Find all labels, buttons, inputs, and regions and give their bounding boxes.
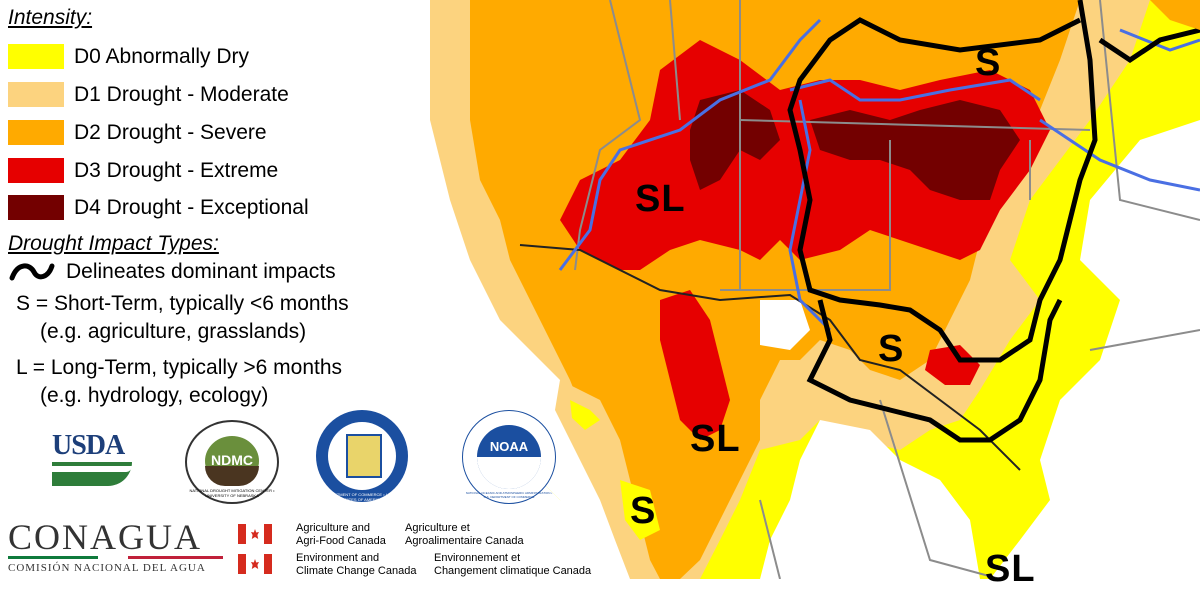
mexico-interior [760,420,980,579]
swatch-d4 [8,195,64,220]
legend-d2-label: D2 Drought - Severe [74,121,267,144]
commerce-ring-text: DEPARTMENT OF COMMERCE • UNITED STATES O… [323,492,401,502]
conagua-text: CONAGUA [8,517,202,557]
delineates-text: Delineates dominant impacts [66,260,336,283]
rivers [558,18,1200,332]
canada-env-en: Environment and Climate Change Canada [296,552,417,577]
impact-title: Drought Impact Types: [8,232,219,255]
intensity-title: Intensity: [8,6,93,29]
legend-d1-label: D1 Drought - Moderate [74,83,289,106]
usda-logo-text: USDA [52,430,125,461]
ndmc-ring-text: NATIONAL DROUGHT MITIGATION CENTER • UNI… [189,488,275,498]
long-term-text: L = Long-Term, typically >6 months [16,356,343,379]
long-term-eg-text: (e.g. hydrology, ecology) [40,384,269,407]
d4-region [690,90,780,190]
noaa-ring-text: NATIONAL OCEANIC AND ATMOSPHERIC ADMINIS… [465,491,553,499]
ndmc-seal: NDMC NATIONAL DROUGHT MITIGATION CENTER … [185,420,279,504]
map-label-s: S [630,490,657,532]
canada-agri-fr: Agriculture et Agroalimentaire Canada [405,522,524,547]
d3-region [560,40,1050,270]
swatch-d0 [8,44,64,69]
map-label-sl: SL [635,178,686,220]
swatch-d1 [8,82,64,107]
ndmc-text: NDMC [211,452,253,468]
short-term-eg-text: (e.g. agriculture, grasslands) [40,320,307,343]
map-label-s: S [975,42,1002,84]
noaa-seal: NOAA NATIONAL OCEANIC AND ATMOSPHERIC AD… [462,410,556,504]
canada-agri-en: Agriculture and Agri-Food Canada [296,522,386,547]
map-label-sl: SL [985,548,1036,590]
legend-d3-label: D3 Drought - Extreme [74,159,279,182]
commerce-seal: DEPARTMENT OF COMMERCE • UNITED STATES O… [316,410,408,502]
map-label-sl: SL [690,418,741,460]
conagua-logo: CONAGUA COMISIÓN NACIONAL DEL AGUA [8,516,223,576]
usda-logo: USDA [52,430,132,486]
noaa-text: NOAA [489,439,529,454]
d4-region-east [810,100,1020,200]
impact-line-icon [9,263,55,281]
swatch-d2 [8,120,64,145]
canada-env-fr: Environnement et Changement climatique Ca… [434,552,592,577]
canada-flag-icon [238,554,272,574]
canada-flag-icon [238,524,272,544]
swatch-d3 [8,158,64,183]
legend-panel: Intensity: D0 Abnormally Dry D1 Drought … [0,0,556,579]
map-label-s: S [878,328,905,370]
gulf [1040,360,1200,579]
legend-d4-label: D4 Drought - Exceptional [74,196,309,219]
legend-d0-label: D0 Abnormally Dry [74,45,250,68]
d3-region-texas [925,345,980,385]
d3-region-south [660,290,730,440]
short-term-text: S = Short-Term, typically <6 months [16,292,349,315]
conagua-subtitle: COMISIÓN NACIONAL DEL AGUA [8,562,206,574]
impact-lines [787,0,1200,443]
drought-map [370,0,1200,579]
us-mexico-border [519,244,1021,471]
